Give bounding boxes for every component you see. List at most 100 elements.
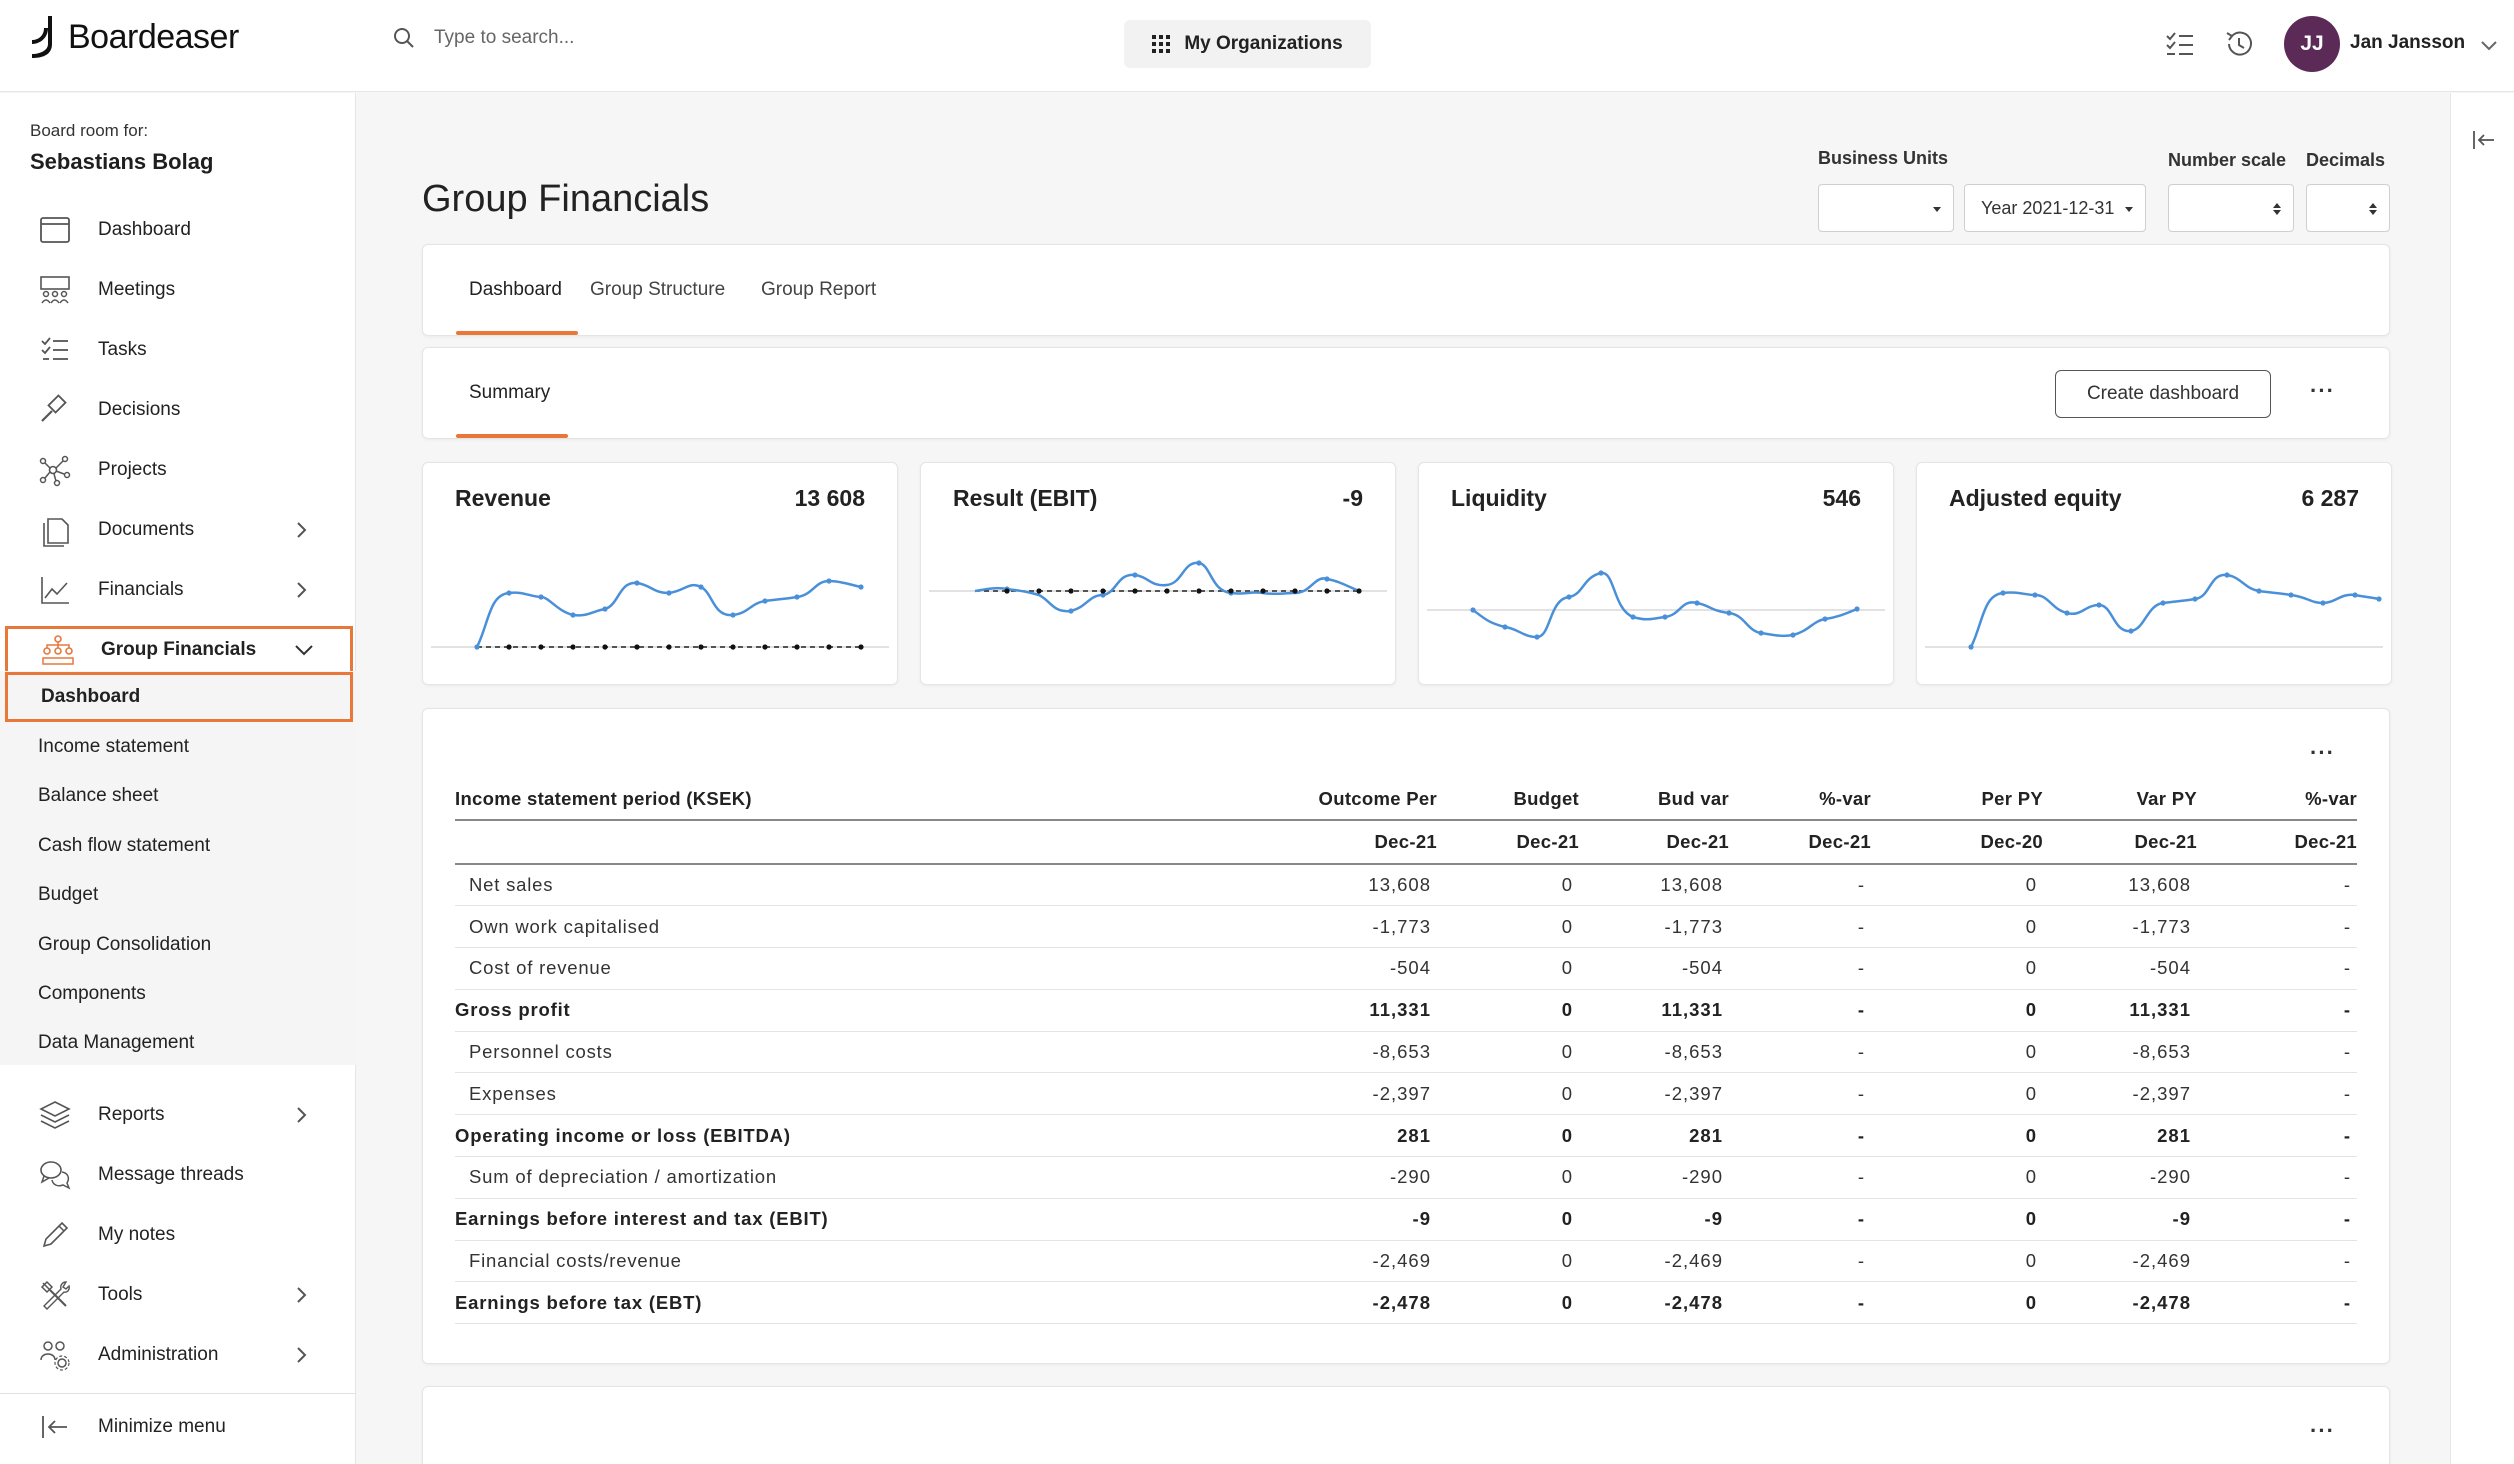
cell-value: 0 — [1437, 1281, 1579, 1325]
history-clock-icon[interactable] — [2222, 27, 2256, 61]
kpi-card-adjusted-equity[interactable]: Adjusted equity 6 287 — [1916, 462, 2392, 685]
submenu-item-cash-flow-statement[interactable]: Cash flow statement — [0, 822, 356, 870]
submenu-item-budget[interactable]: Budget — [0, 871, 356, 919]
adjusted-equity-series-points — [1968, 572, 2382, 650]
chevron-right-icon — [297, 1107, 307, 1123]
kpi-name: Adjusted equity — [1949, 485, 2122, 511]
tab-group-structure[interactable]: Group Structure — [590, 279, 726, 300]
tab-group-report[interactable]: Group Report — [761, 279, 877, 300]
submenu-item-dashboard[interactable]: Dashboard — [5, 672, 353, 722]
submenu-item-balance-sheet[interactable]: Balance sheet — [0, 772, 356, 820]
right-panel-rail — [2450, 93, 2514, 1464]
sidebar-item-dashboard[interactable]: Dashboard — [0, 203, 356, 257]
table-row[interactable]: Financial costs/revenue -2,469 0 -2,469-0 -2… — [455, 1240, 2357, 1283]
cell-value: -1,773 — [2043, 905, 2197, 949]
chevron-down-icon[interactable] — [2478, 34, 2500, 56]
cell-value: 0 — [1437, 1072, 1579, 1116]
table-row[interactable]: Personnel costs -8,653 0 -8,653-0 -8,653- — [455, 1031, 2357, 1074]
table-row[interactable]: Sum of depreciation / amortization -290 0-… — [455, 1156, 2357, 1199]
page-title: Group Financials — [422, 178, 710, 220]
user-name[interactable]: Jan Jansson — [2350, 32, 2466, 53]
sidebar-item-tasks[interactable]: Tasks — [0, 323, 356, 377]
sidebar-item-financials[interactable]: Financials — [0, 563, 356, 617]
dashboard-more-options-icon[interactable]: ··· — [2310, 378, 2335, 403]
cell-value: -1,773 — [1579, 905, 1729, 949]
cell-value: 13,608 — [1235, 864, 1437, 907]
sidebar-item-reports[interactable]: Reports — [0, 1088, 356, 1142]
decimals-select[interactable] — [2306, 184, 2390, 232]
sidebar-item-administration[interactable]: Administration — [0, 1328, 356, 1382]
brand-logo[interactable]: Boardeaser — [28, 14, 239, 60]
search-input[interactable] — [434, 27, 954, 49]
cell-value: -2,469 — [1235, 1240, 1437, 1283]
my-organizations-button[interactable]: My Organizations — [1124, 20, 1371, 68]
business-units-select[interactable] — [1818, 184, 1954, 232]
cell-value: -2,397 — [1235, 1072, 1437, 1116]
user-avatar[interactable]: JJ — [2284, 16, 2340, 72]
kpi-card-result-ebit[interactable]: Result (EBIT) -9 — [920, 462, 1396, 685]
kpi-card-liquidity[interactable]: Liquidity 546 — [1418, 462, 1894, 685]
adjusted-equity-series-line — [1969, 573, 2380, 648]
tab-dashboard[interactable]: Dashboard — [469, 279, 562, 300]
period-header: Dec-21 — [1579, 820, 1729, 865]
cell-value: - — [1729, 1114, 1871, 1158]
minimize-menu-button[interactable]: Minimize menu — [0, 1400, 356, 1454]
table-row[interactable]: Own work capitalised -1,773 0 -1,773-0 -1,77… — [455, 905, 2357, 949]
cell-value: -8,653 — [1235, 1031, 1437, 1074]
ebit-series-line — [974, 561, 1360, 613]
table-row[interactable]: Net sales 13,608 0 13,608-0 13,608- — [455, 864, 2357, 907]
widget-more-options-icon[interactable]: ··· — [2310, 1418, 2335, 1443]
cell-value: 0 — [1871, 989, 2043, 1032]
period-header: Dec-21 — [2197, 820, 2357, 865]
period-select[interactable]: Year 2021-12-31 — [1964, 184, 2146, 232]
cell-value: - — [1729, 1198, 1871, 1241]
table-row[interactable]: Operating income or loss (EBITDA) 281 0 281… — [455, 1114, 2357, 1158]
table-row[interactable]: Earnings before tax (EBT) -2,478 0 -2,478-0… — [455, 1281, 2357, 1325]
cell-value: - — [1729, 1072, 1871, 1116]
sidebar-item-group-financials[interactable]: Group Financials — [5, 626, 353, 674]
submenu-item-group-consolidation[interactable]: Group Consolidation — [0, 921, 356, 969]
table-row[interactable]: Earnings before interest and tax (EBIT) -… — [455, 1198, 2357, 1241]
sidebar-item-documents[interactable]: Documents — [0, 503, 356, 557]
cell-value: -2,478 — [1579, 1281, 1729, 1325]
search-icon — [394, 28, 414, 48]
table-period-row: Dec-21 Dec-21 Dec-21 Dec-21 Dec-20 Dec-2… — [455, 820, 2357, 865]
table-row[interactable]: Gross profit 11,331 0 11,331-0 11,331- — [455, 989, 2357, 1032]
submenu-item-components[interactable]: Components — [0, 970, 356, 1018]
cell-value: - — [2197, 947, 2357, 990]
sidebar-item-meetings[interactable]: Meetings — [0, 263, 356, 317]
cell-value: 0 — [1871, 905, 2043, 949]
users-gear-icon — [40, 1341, 70, 1371]
create-dashboard-button[interactable]: Create dashboard — [2055, 370, 2271, 418]
sidebar-item-tools[interactable]: Tools — [0, 1268, 356, 1322]
table-row[interactable]: Cost of revenue -504 0 -504-0 -504- — [455, 947, 2357, 990]
submenu-item-data-management[interactable]: Data Management — [0, 1019, 356, 1067]
collapse-panel-icon[interactable] — [2471, 127, 2497, 153]
number-scale-select[interactable] — [2168, 184, 2294, 232]
sidebar-item-my-notes[interactable]: My notes — [0, 1208, 356, 1262]
next-widget-card — [422, 1386, 2390, 1464]
cell-value: - — [2197, 864, 2357, 907]
sidebar-item-projects[interactable]: Projects — [0, 443, 356, 497]
kpi-card-revenue[interactable]: Revenue 13 608 — [422, 462, 898, 685]
table-row[interactable]: Expenses -2,397 0 -2,397-0 -2,397- — [455, 1072, 2357, 1116]
column-header: %-var — [2197, 778, 2357, 821]
cell-value: -9 — [2043, 1198, 2197, 1241]
cell-value: 0 — [1871, 1031, 2043, 1074]
sidebar-item-message-threads[interactable]: Message threads — [0, 1148, 356, 1202]
cell-value: 0 — [1437, 1114, 1579, 1158]
subtab-summary[interactable]: Summary — [469, 382, 551, 403]
task-list-icon[interactable] — [2163, 27, 2197, 61]
submenu-item-income-statement[interactable]: Income statement — [0, 723, 356, 771]
sidebar-item-decisions[interactable]: Decisions — [0, 383, 356, 437]
submenu-item-label: Group Consolidation — [38, 934, 212, 955]
row-label: Financial costs/revenue — [455, 1240, 1235, 1283]
table-title: Income statement period (KSEK) — [455, 778, 1235, 821]
adjusted-equity-sparkline — [1925, 572, 2383, 650]
cell-value: -504 — [2043, 947, 2197, 990]
sidebar-item-label: Reports — [98, 1104, 165, 1125]
cell-value: - — [1729, 947, 1871, 990]
cell-value: 0 — [1871, 1072, 2043, 1116]
table-more-options-icon[interactable]: ··· — [2310, 740, 2335, 765]
period-header: Dec-21 — [1729, 820, 1871, 865]
